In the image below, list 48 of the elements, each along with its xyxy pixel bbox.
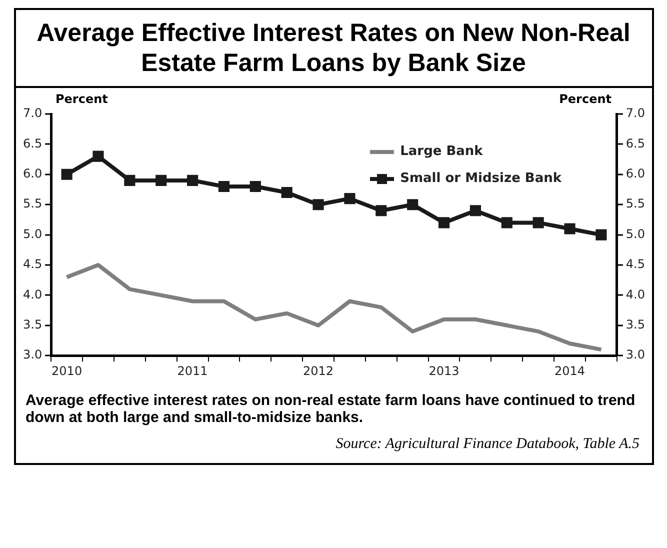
y2-tick-label: 6.5: [625, 136, 645, 150]
point: [312, 199, 324, 210]
point: [500, 217, 512, 228]
x-tick-label: 2010: [51, 364, 82, 378]
y-tick-label: 6.0: [22, 166, 42, 181]
y2-tick-label: 4.5: [625, 257, 645, 272]
legend-label: Small or Midsize Bank: [400, 171, 562, 186]
x-tick-label: 2012: [302, 364, 334, 378]
y2-tick-label: 6.0: [625, 166, 645, 181]
x-tick-label: 2013: [428, 364, 459, 378]
point: [438, 217, 450, 228]
point: [564, 223, 575, 234]
point: [532, 217, 544, 228]
legend-label: Large Bank: [400, 144, 483, 159]
y-tick-label: 4.0: [22, 287, 42, 302]
point: [344, 193, 355, 204]
point: [595, 229, 606, 240]
point: [60, 168, 72, 180]
x-tick-label: 2014: [554, 364, 585, 378]
point: [280, 186, 292, 198]
point: [406, 199, 418, 210]
x-tick-label: 2011: [176, 364, 208, 378]
y-tick-label: 3.0: [22, 348, 42, 362]
point: [469, 205, 480, 216]
y-tick-label: 4.5: [22, 257, 42, 272]
source-note: Source: Agricultural Finance Databook, Table A.5: [334, 435, 640, 454]
y-tick-label: 5.5: [22, 196, 42, 211]
y-tick-label: 3.5: [22, 318, 42, 332]
y2-tick-label: 3.0: [625, 348, 645, 362]
y2-tick-label: 5.5: [625, 196, 645, 211]
point: [92, 150, 104, 162]
y-tick-label: 7.0: [22, 106, 42, 120]
y2-tick-label: 7.0: [625, 106, 645, 120]
text: Average effective interest rates on non-real estate farm loans have continued to trend down at both large and small-to-midsize banks.: [24, 391, 636, 428]
point: [186, 174, 198, 186]
y-tick-label: 5.0: [22, 226, 42, 241]
y2-tick-label: 4.0: [625, 287, 645, 302]
point: [249, 180, 260, 192]
point: [124, 174, 135, 186]
y2-axis-title: Percent: [559, 92, 612, 106]
point: [155, 174, 166, 186]
y-tick-label: 6.5: [22, 136, 42, 150]
point: [375, 205, 386, 216]
point: [218, 180, 230, 192]
y2-tick-label: 5.0: [625, 226, 645, 241]
chart-title: Average Effective Interest Rates on New Non-Real Estate Farm Loans by Bank Size: [16, 10, 652, 88]
y2-tick-label: 3.5: [625, 318, 645, 332]
y-axis-title: Percent: [56, 92, 108, 106]
